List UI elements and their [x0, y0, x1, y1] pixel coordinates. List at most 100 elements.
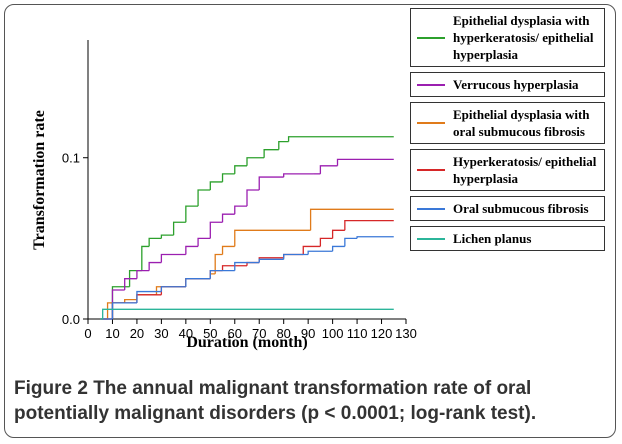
legend-label: Hyperkeratosis/ epithelial hyperplasia — [453, 154, 597, 186]
x-tick-label: 40 — [179, 326, 193, 341]
step-segment — [106, 302, 125, 319]
step-segment — [331, 229, 345, 239]
legend-swatch — [417, 169, 445, 171]
step-segment — [336, 158, 394, 166]
y-axis-title: Transformation rate — [31, 110, 48, 250]
legend-swatch — [417, 237, 445, 240]
x-tick-label: 30 — [154, 326, 168, 341]
step-segment — [319, 165, 338, 174]
caption: Figure 2 The annual malignant transforma… — [14, 376, 609, 426]
step-segment — [209, 273, 216, 279]
step-segment — [234, 261, 260, 271]
step-segment — [111, 302, 137, 319]
step-segment — [185, 278, 211, 287]
caption-text: The annual malignant transformation rate… — [14, 378, 537, 424]
legend-label: Epithelial dysplasia with hyperkeratosis… — [453, 13, 594, 62]
step-segment — [246, 157, 265, 166]
x-tick-label: 120 — [371, 326, 393, 341]
step-segment — [141, 245, 150, 271]
step-segment — [356, 236, 394, 239]
legend-swatch — [417, 36, 445, 39]
x-axis-title: Duration (month) — [186, 334, 307, 351]
step-segment — [246, 189, 260, 207]
step-segment — [160, 286, 186, 292]
x-tick-label: 110 — [347, 326, 368, 341]
x-tick-label: 0 — [84, 326, 91, 341]
step-segment — [214, 253, 223, 274]
step-segment — [209, 269, 235, 279]
step-segment — [160, 234, 174, 239]
legend-swatch — [417, 207, 445, 210]
step-segment — [258, 258, 284, 263]
legend-label: Verrucous hyperplasia — [453, 77, 579, 92]
step-segment — [221, 265, 247, 271]
frame — [4, 4, 616, 438]
step-segment — [319, 237, 333, 247]
step-segment — [302, 245, 321, 255]
step-segment — [287, 136, 394, 142]
legend-item: Verrucous hyperplasia — [410, 72, 605, 97]
step-segment — [136, 269, 150, 279]
y-tick-label: 0.0 — [62, 312, 80, 327]
step-segment — [124, 298, 137, 303]
legend-item: Epithelial dysplasia with oral submucous… — [410, 102, 605, 144]
legend-label: Epithelial dysplasia with oral submucous… — [453, 107, 590, 139]
step-segment — [221, 213, 235, 223]
step-segment — [136, 294, 162, 303]
step-segment — [111, 289, 125, 319]
step-segment — [283, 253, 309, 260]
x-tick-label: 80 — [276, 326, 290, 341]
x-tick-label: 50 — [203, 326, 217, 341]
legend-item: Epithelial dysplasia with hyperkeratosis… — [410, 8, 605, 67]
step-segment — [102, 308, 394, 319]
step-segment — [283, 173, 314, 178]
x-tick-label: 20 — [130, 326, 144, 341]
step-segment — [234, 165, 247, 174]
legend-label: Oral submucous fibrosis — [453, 201, 589, 216]
x-tick-label: 70 — [252, 326, 266, 341]
step-segment — [185, 278, 211, 287]
y-tick-label: 0.1 — [62, 151, 80, 166]
step-segment — [197, 237, 211, 247]
step-segment — [148, 261, 162, 271]
step-segment — [258, 176, 284, 190]
x-tick-label: 130 — [395, 326, 417, 341]
legend-swatch — [417, 122, 445, 124]
legend-item: Oral submucous fibrosis — [410, 196, 605, 221]
step-segment — [309, 208, 394, 231]
step-segment — [160, 253, 186, 263]
caption-label: Figure 2 — [14, 378, 88, 399]
step-segment — [136, 290, 162, 303]
step-segment — [209, 269, 223, 279]
step-segment — [185, 205, 199, 223]
step-segment — [263, 149, 279, 158]
step-segment — [197, 189, 211, 207]
x-tick-label: 100 — [322, 326, 344, 341]
step-segment — [307, 250, 333, 255]
step-segment — [124, 278, 137, 290]
step-segment — [331, 245, 345, 252]
legend-item: Lichen planus — [410, 226, 605, 251]
step-segment — [258, 257, 284, 263]
x-tick-label: 60 — [228, 326, 242, 341]
step-segment — [185, 278, 211, 287]
step-segment — [185, 245, 199, 255]
legend-item: Hyperkeratosis/ epithelial hyperplasia — [410, 149, 605, 191]
legend: Epithelial dysplasia with hyperkeratosis… — [410, 8, 605, 251]
step-segment — [209, 181, 223, 190]
step-segment — [172, 221, 186, 236]
step-segment — [136, 294, 157, 300]
legend-label: Lichen planus — [453, 231, 532, 246]
step-segment — [221, 173, 235, 182]
step-segment — [160, 286, 186, 295]
step-segment — [221, 245, 235, 255]
step-segment — [148, 237, 162, 247]
step-segment — [344, 237, 358, 247]
x-tick-label: 90 — [301, 326, 315, 341]
legend-swatch — [417, 83, 445, 86]
x-tick-label: 10 — [105, 326, 119, 341]
step-segment — [234, 205, 247, 215]
step-segment — [344, 219, 394, 231]
